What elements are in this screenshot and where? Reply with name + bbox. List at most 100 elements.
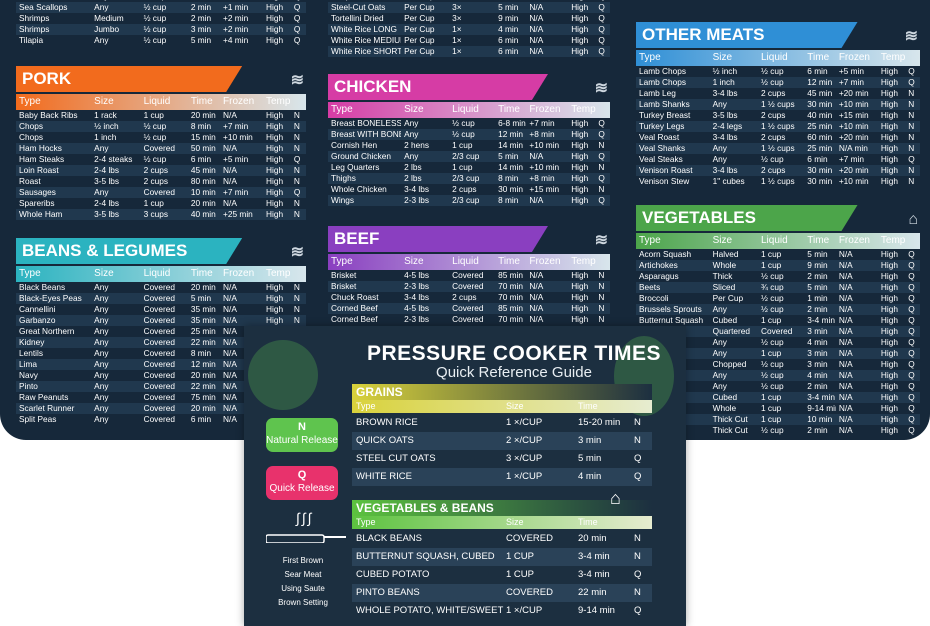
table-cell: High: [266, 304, 284, 314]
table-cell: N/A: [838, 359, 853, 369]
table-row: Lamb Chops 1 inch ½ cup 12 min +7 min High Q: [636, 77, 920, 88]
quick-release-label: Quick Release: [269, 483, 335, 494]
table-cell: Any: [712, 348, 727, 358]
table-cell: Sea Scallops: [19, 2, 68, 12]
table-cell: High: [571, 2, 589, 12]
table-cell: 4 min: [807, 337, 828, 347]
table-cell: 2-4 steaks: [94, 154, 133, 164]
vegetables-header-cell: Liquid: [761, 235, 788, 246]
table-row: Lamb Leg 3-4 lbs 2 cups 45 min +20 min High N: [636, 88, 920, 99]
table-cell: Covered: [143, 381, 175, 391]
table-cell: 2 min: [807, 271, 828, 281]
table-cell: 20 min: [190, 282, 216, 292]
card-table-cell: 20 min: [578, 533, 607, 544]
table-cell: Per Cup: [404, 35, 435, 45]
table-cell: High: [266, 121, 284, 131]
legend-line-3: Using Saute: [281, 584, 325, 593]
table-cell: High: [266, 176, 284, 186]
table-row: White Rice MEDIUM Per Cup 1× 6 min N/A High Q: [328, 35, 610, 46]
table-cell: 2 cups: [143, 176, 169, 186]
table-cell: N: [908, 176, 915, 186]
other_meats-header-cell: Type: [639, 52, 661, 63]
table-cell: Black Beans: [19, 282, 66, 292]
table-cell: 1 ½ cups: [761, 176, 795, 186]
table-cell: +10 min: [223, 132, 253, 142]
table-cell: High: [880, 66, 898, 76]
table-cell: N: [293, 293, 300, 303]
table-cell: N/A: [529, 24, 544, 34]
table-cell: +20 min: [838, 88, 869, 98]
other_meats-header-cell: Size: [712, 52, 733, 63]
table-cell: 6 min: [190, 414, 212, 424]
table-cell: Q: [908, 249, 915, 259]
table-cell: N: [598, 314, 605, 324]
table-cell: Covered: [143, 392, 175, 402]
table-cell: Q: [908, 315, 915, 325]
table-cell: Halved: [712, 249, 739, 259]
table-cell: +10 min: [838, 99, 869, 109]
table-cell: Q: [293, 154, 301, 164]
table-cell: White Rice MEDIUM: [331, 35, 402, 45]
pan-icon: [265, 530, 346, 544]
table-cell: Q: [598, 13, 605, 23]
beans-header-cell: Size: [94, 268, 114, 279]
table-cell: Q: [908, 282, 915, 292]
table-cell: ½ cup: [143, 2, 167, 12]
table-cell: N/A: [223, 392, 237, 402]
card-table-cell: 1 ×/CUP: [506, 471, 543, 482]
table-cell: N: [293, 315, 300, 325]
table-cell: High: [880, 99, 898, 109]
table-cell: Brisket: [331, 270, 357, 280]
other_meats-title: OTHER MEATS: [642, 25, 765, 44]
table-row: Tilapia Any ½ cup 5 min +4 min High Q: [16, 35, 306, 46]
table-cell: N/A: [223, 282, 237, 292]
pot-icon: ≋: [594, 80, 608, 97]
table-cell: Covered: [452, 303, 484, 313]
table-cell: 3×: [452, 13, 462, 23]
table-cell: Asparagus: [639, 271, 679, 281]
table-cell: Cubed: [712, 315, 738, 325]
table-cell: ½ cup: [761, 359, 784, 369]
table-cell: Lamb Chops: [639, 77, 687, 87]
card-table-cell: QUICK OATS: [356, 435, 414, 446]
table-cell: ½ cup: [761, 337, 784, 347]
table-cell: N/A: [838, 249, 853, 259]
table-row: Steel-Cut Oats Per Cup 3× 5 min N/A High Q: [328, 2, 610, 13]
table-cell: Wings: [331, 195, 355, 205]
table-cell: 85 min: [498, 303, 523, 313]
table-row: Breast WITH BONE Any ½ cup 12 min +8 min High…: [328, 129, 610, 140]
table-cell: 6 min: [807, 154, 828, 164]
pork-banner-bar: [16, 66, 242, 92]
card-table-cell: 1 CUP: [506, 551, 534, 562]
table-cell: 4 min: [498, 24, 519, 34]
table-cell: 1 min: [807, 293, 828, 303]
vegetables-section: VEGETABLES ⌂ Type Size Liquid Time Frozen Temp A…: [636, 205, 920, 436]
table-cell: High: [266, 110, 284, 120]
table-cell: Jumbo: [94, 24, 120, 34]
table-cell: High: [880, 110, 898, 120]
table-cell: 3-5 lbs: [94, 176, 120, 186]
table-row: Butternut Squash Cubed 1 cup 3-4 min N/A High…: [636, 315, 920, 326]
table-cell: 2/3 cup: [452, 151, 480, 161]
table-row: Beets Sliced ¾ cup 5 min N/A High Q: [636, 282, 920, 293]
table-cell: +1 min: [223, 2, 249, 12]
beans-header-cell: Type: [19, 268, 41, 279]
card-table-cell: 3 min: [578, 435, 602, 446]
table-cell: 3 min: [807, 359, 828, 369]
table-cell: Venison Roast: [639, 165, 693, 175]
table-row: Roast 3-5 lbs 2 cups 80 min N/A High N: [16, 176, 306, 187]
table-cell: 40 min: [807, 110, 833, 120]
table-cell: High: [880, 315, 898, 325]
natural-release-label: Natural Release: [266, 435, 338, 446]
table-cell: Chuck Roast: [331, 292, 379, 302]
table-cell: Per Cup: [404, 46, 435, 56]
table-cell: High: [571, 35, 589, 45]
table-cell: 3 min: [807, 326, 828, 336]
table-cell: ½ cup: [761, 154, 784, 164]
table-cell: High: [266, 282, 284, 292]
table-cell: Cubed: [712, 392, 738, 402]
table-cell: 12 min: [807, 77, 833, 87]
table-cell: ½ inch: [712, 66, 738, 76]
table-cell: Thick: [712, 271, 733, 281]
table-cell: Shrimps: [19, 13, 50, 23]
